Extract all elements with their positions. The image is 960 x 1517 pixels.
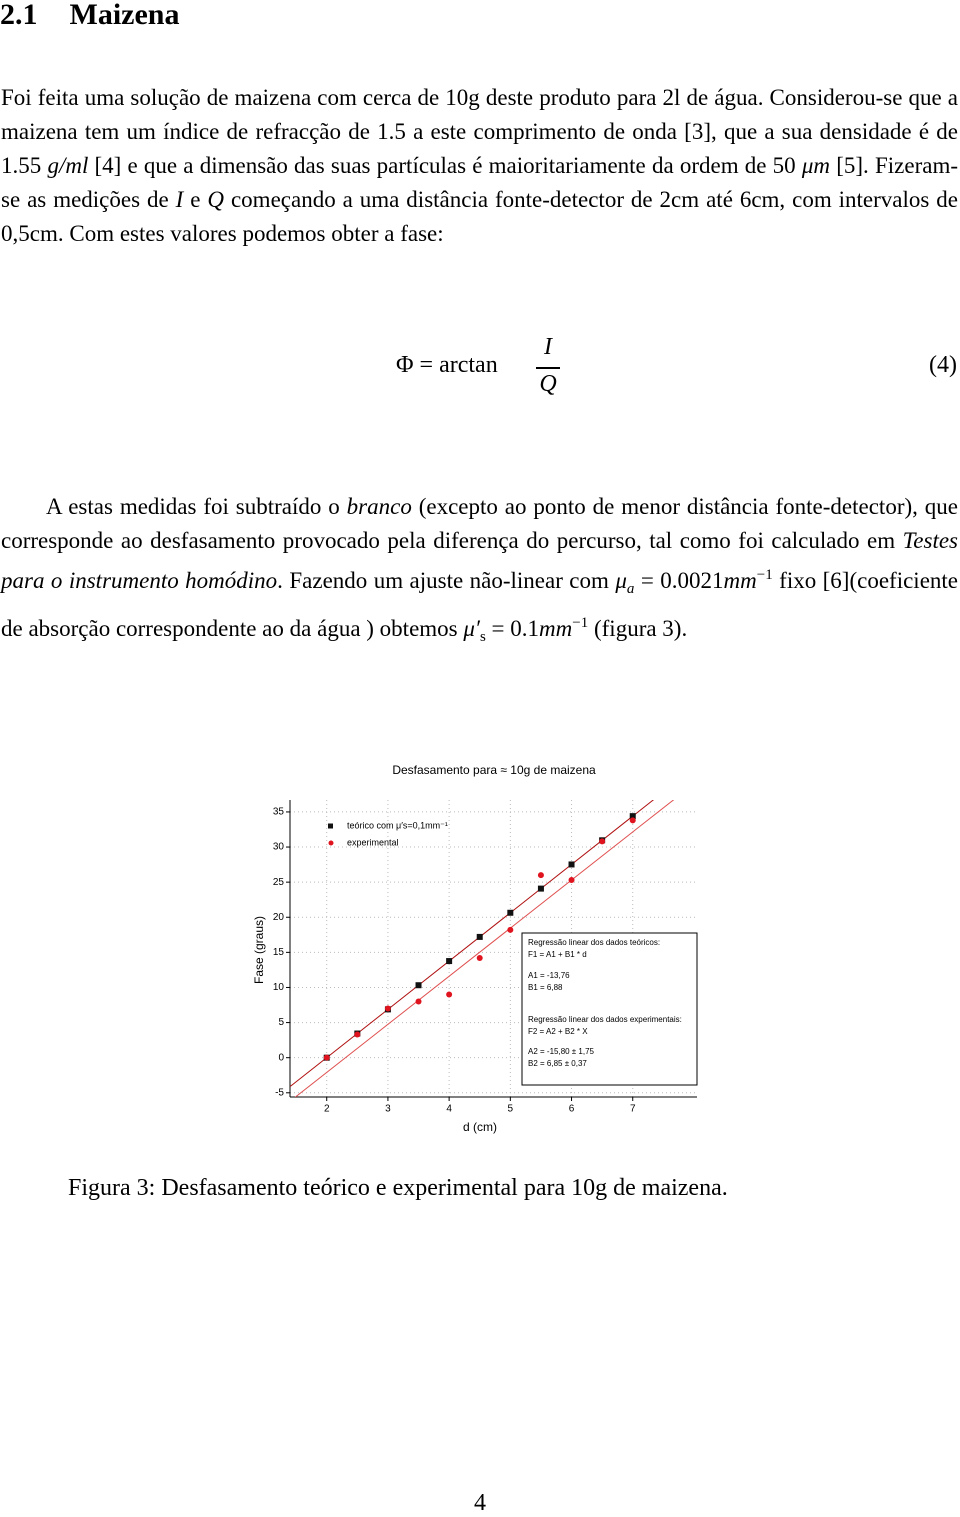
equation-numerator: I xyxy=(544,334,552,360)
math-run: −1 xyxy=(572,615,589,631)
equation-number: (4) xyxy=(929,352,957,378)
math-run: s xyxy=(479,629,486,645)
y-axis-label: Fase (graus) xyxy=(252,916,266,984)
figure-caption: Figura 3: Desfasamento teórico e experim… xyxy=(68,1175,728,1201)
y-tick-label: 25 xyxy=(273,877,285,888)
point xyxy=(354,1031,361,1038)
y-tick-label: 0 xyxy=(278,1052,284,1063)
chart-title: Desfasamento para ≈ 10g de maizena xyxy=(392,763,596,777)
text-run: fixo [6](coeficiente de absorção corresp… xyxy=(1,568,958,641)
point xyxy=(476,954,483,961)
text-run: . Fazendo um ajuste não-linear com xyxy=(277,568,616,593)
chart: Desfasamento para ≈ 10g de maizena d (cm… xyxy=(252,763,698,1134)
annotation-box xyxy=(521,932,698,1086)
x-tick-label: 2 xyxy=(324,1104,330,1115)
point xyxy=(446,958,453,965)
point xyxy=(599,838,606,845)
point xyxy=(476,933,483,940)
math-run: branco xyxy=(346,494,412,519)
section-number: 2.1 xyxy=(0,0,38,31)
annotation-text: B1 = 6,88 xyxy=(528,983,563,992)
math-run: Testes para o instrumento homódino xyxy=(1,528,958,593)
point xyxy=(446,991,453,998)
x-axis-label: d (cm) xyxy=(463,1120,497,1134)
section-heading: 2.1 Maizena xyxy=(0,0,179,32)
point xyxy=(629,817,636,824)
math-run: μ′ xyxy=(463,616,480,641)
x-tick-label: 6 xyxy=(569,1104,575,1115)
x-tick-label: 3 xyxy=(385,1104,391,1115)
y-tick-label: -5 xyxy=(275,1087,284,1098)
annotation-text: A2 = -15,80 ± 1,75 xyxy=(528,1047,595,1056)
math-run: g/ml xyxy=(47,153,89,178)
point xyxy=(507,909,514,916)
text-run: (figura 3). xyxy=(588,616,688,641)
math-run: Q xyxy=(207,187,225,212)
text-run: A estas medidas foi subtraído o xyxy=(46,494,347,519)
text-run: Foi feita uma solução de maizena com cer… xyxy=(1,85,958,178)
point xyxy=(568,877,575,884)
paragraph: A estas medidas foi subtraído o branco (… xyxy=(1,490,958,654)
legend-label: experimental xyxy=(347,837,399,847)
text-run: = 0.0021 xyxy=(634,568,724,593)
y-tick-label: 30 xyxy=(273,842,285,853)
equation-denominator: Q xyxy=(539,371,557,397)
y-tick-label: 15 xyxy=(273,947,285,958)
math-run: a xyxy=(626,581,635,597)
text-run: e xyxy=(183,187,208,212)
x-tick-label: 7 xyxy=(630,1104,636,1115)
y-tick-label: 5 xyxy=(278,1017,284,1028)
math-run: μ xyxy=(615,568,627,593)
math-run: μm xyxy=(801,153,831,178)
equation-lhs: Φ = arctan xyxy=(396,352,498,378)
y-tick-label: 35 xyxy=(273,807,285,818)
annotation-text: Regressão linear dos dados teóricos: xyxy=(528,938,660,947)
text-run: [5]. Fizeram-se as medições de xyxy=(1,153,958,212)
point xyxy=(537,885,544,892)
fraction-bar xyxy=(536,367,560,369)
point xyxy=(507,926,514,933)
text-run: começando a uma distância fonte-detector… xyxy=(1,187,958,246)
annotation-text: B2 = 6,85 ± 0,37 xyxy=(528,1059,587,1068)
legend-marker xyxy=(328,823,333,829)
annotation-text: F2 = A2 + B2 * X xyxy=(528,1027,588,1036)
point xyxy=(415,982,422,989)
y-tick-label: 10 xyxy=(273,982,285,993)
legend-label: teórico com μ′s=0,1mm⁻¹ xyxy=(347,820,448,830)
point xyxy=(384,1005,391,1012)
annotation-text: A1 = -13,76 xyxy=(528,971,570,980)
x-tick-label: 4 xyxy=(446,1104,452,1115)
y-tick-label: 20 xyxy=(273,912,285,923)
math-run: mm xyxy=(539,616,573,641)
text-run: (excepto ao ponto de menor distância fon… xyxy=(1,494,958,553)
legend-marker xyxy=(328,840,334,846)
page-number: 4 xyxy=(474,1490,486,1516)
math-run: mm xyxy=(723,568,757,593)
text-run: [4] e que a dimensão das suas partículas… xyxy=(88,153,802,178)
fit-line xyxy=(294,800,675,1097)
annotation-text: F1 = A1 + B1 * d xyxy=(528,950,587,959)
text-run: = 0.1 xyxy=(485,616,540,641)
paragraph: Foi feita uma solução de maizena com cer… xyxy=(1,81,958,251)
point xyxy=(568,861,575,868)
point xyxy=(323,1054,330,1061)
math-run: I xyxy=(175,187,184,212)
point xyxy=(537,872,544,879)
x-tick-label: 5 xyxy=(508,1104,514,1115)
math-run: −1 xyxy=(756,567,773,583)
section-title: Maizena xyxy=(69,0,180,31)
annotation-text: Regressão linear dos dados experimentais… xyxy=(528,1015,682,1024)
point xyxy=(629,813,636,820)
point xyxy=(415,998,422,1005)
